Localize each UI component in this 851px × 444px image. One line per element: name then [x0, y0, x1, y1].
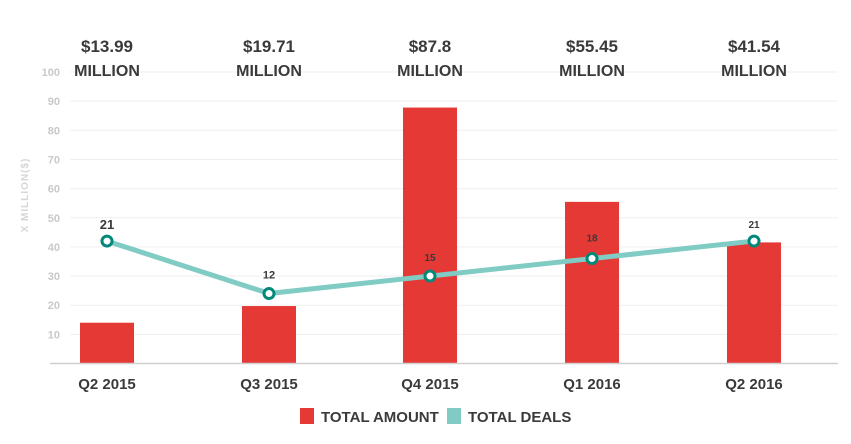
x-tick-label: Q2 2015	[78, 376, 136, 393]
legend-swatch-total-deals	[447, 408, 461, 424]
bar-value-labels: $13.99 MILLION $19.71 MILLION $87.8 MILLION $5…	[74, 37, 787, 80]
legend-label-total-deals: TOTAL DEALS	[468, 409, 571, 426]
deals-point	[747, 234, 761, 248]
bar-value-unit: MILLION	[236, 63, 302, 80]
deals-data-label: 21	[748, 220, 760, 231]
deals-point	[262, 287, 276, 301]
bar-value-unit: MILLION	[74, 63, 140, 80]
bar-value-amount: $13.99	[81, 37, 133, 56]
bar-total-amount	[242, 306, 296, 364]
deals-point	[100, 234, 114, 248]
bar-value-unit: MILLION	[721, 63, 787, 80]
y-axis-label: X MILLION($)	[20, 158, 31, 233]
y-axis-ticks: 10 20 30 40 50 60 70 80 90 100	[42, 67, 60, 341]
deals-data-label: 21	[100, 217, 114, 232]
bars	[80, 107, 781, 364]
y-tick-label: 20	[48, 300, 60, 312]
x-tick-label: Q3 2015	[240, 376, 298, 393]
bar-value-unit: MILLION	[397, 63, 463, 80]
bar-total-amount	[727, 242, 781, 364]
deals-line: 21 12 15 18 21	[100, 217, 761, 301]
y-tick-label: 50	[48, 213, 60, 225]
bar-total-amount	[80, 322, 134, 364]
legend-swatch-total-amount	[300, 408, 314, 424]
legend: TOTAL AMOUNT TOTAL DEALS	[300, 408, 571, 426]
x-tick-label: Q2 2016	[725, 376, 783, 393]
bar-value-amount: $19.71	[243, 37, 295, 56]
bar-value-amount: $87.8	[409, 37, 452, 56]
bar-value-unit: MILLION	[559, 63, 625, 80]
deals-data-label: 15	[424, 253, 436, 264]
deals-data-label: 12	[263, 270, 275, 282]
bar-total-amount	[565, 201, 619, 364]
bar-value-amount: $41.54	[728, 37, 781, 56]
y-tick-label: 100	[42, 67, 60, 79]
y-tick-label: 70	[48, 154, 60, 166]
bar-value-amount: $55.45	[566, 37, 618, 56]
y-tick-label: 30	[48, 271, 60, 283]
x-axis-ticks: Q2 2015 Q3 2015 Q4 2015 Q1 2016 Q2 2016	[78, 376, 783, 393]
y-tick-label: 40	[48, 242, 60, 254]
bar-total-amount	[403, 107, 457, 364]
y-tick-label: 60	[48, 184, 60, 196]
legend-label-total-amount: TOTAL AMOUNT	[321, 409, 439, 426]
deals-data-label: 18	[586, 234, 598, 245]
y-tick-label: 80	[48, 125, 60, 137]
y-tick-label: 90	[48, 96, 60, 108]
x-tick-label: Q1 2016	[563, 376, 621, 393]
y-tick-label: 10	[48, 329, 60, 341]
deals-point	[423, 269, 437, 283]
x-tick-label: Q4 2015	[401, 376, 459, 393]
deals-point	[585, 252, 599, 266]
